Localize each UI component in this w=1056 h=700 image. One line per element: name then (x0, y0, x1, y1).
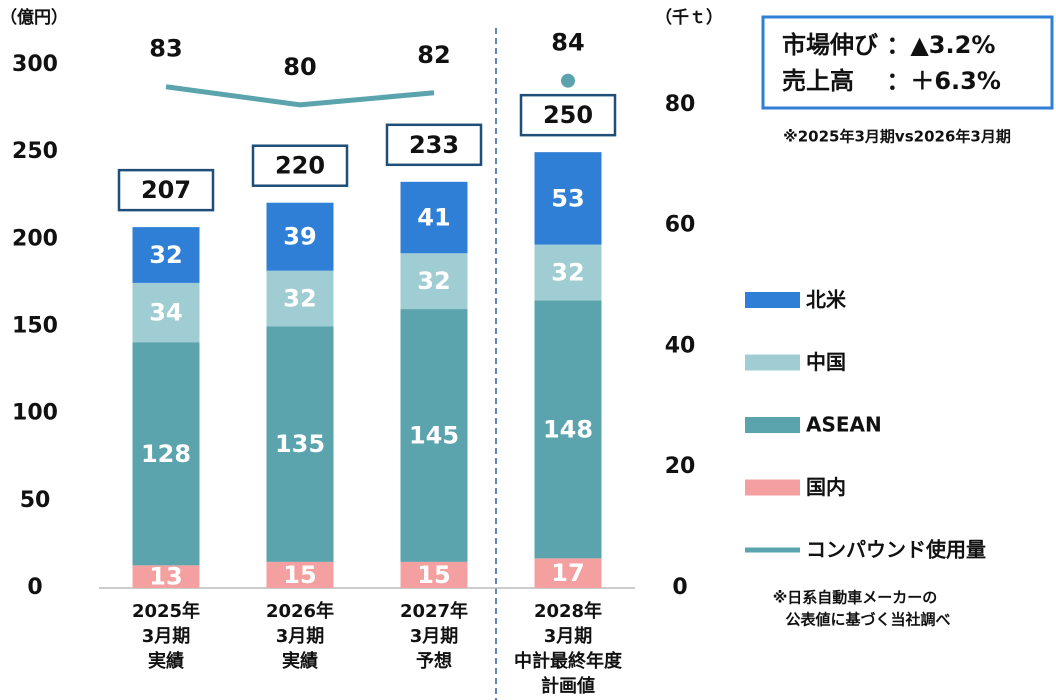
legend-swatch (745, 354, 800, 371)
data-label: 15 (417, 561, 450, 589)
total-box (251, 144, 349, 187)
legend-label: 国内 (806, 475, 846, 499)
x-tick-label: 予想 (416, 650, 452, 672)
x-tick-label: 中計最終年度 (514, 650, 623, 672)
bar-segment (400, 253, 468, 310)
x-tick-label: 3月期 (410, 626, 459, 647)
x-tick-label: 実績 (282, 650, 318, 672)
data-label: 32 (551, 258, 584, 286)
bar-segment (400, 561, 468, 588)
y-tick-label: 0 (27, 575, 42, 600)
data-label: 13 (149, 563, 182, 591)
y-tick-label: 200 (12, 226, 58, 251)
line-point (561, 73, 575, 88)
total-box (519, 93, 617, 137)
total-label: 250 (543, 101, 593, 129)
total-label: 220 (275, 152, 325, 180)
bar-segment (534, 152, 602, 245)
data-label: 39 (283, 223, 316, 251)
bar-segment (534, 558, 602, 588)
bar-segment (132, 282, 200, 343)
total-label: 233 (409, 131, 459, 159)
line-label: 80 (283, 53, 316, 81)
legend-label: 中国 (806, 350, 846, 374)
y-tick-label: 250 (12, 139, 58, 164)
bar-segment (132, 227, 200, 283)
legend-label: コンパウンド使用量 (806, 538, 986, 562)
data-label: 17 (551, 559, 584, 587)
x-tick-label: 実績 (148, 650, 184, 672)
info-line: 市場伸び ：▲3.2% (782, 31, 995, 59)
source-note: 公表値に基づく当社調べ (785, 611, 950, 629)
y2-tick-label: 80 (665, 92, 696, 117)
x-tick-label: 3月期 (142, 626, 191, 647)
source-note: ※日系自動車メーカーの (773, 589, 938, 607)
data-label: 145 (409, 421, 459, 449)
data-label: 32 (283, 285, 316, 313)
legend-swatch (745, 292, 800, 308)
bar-segment (132, 342, 200, 566)
legend-label: ASEAN (806, 413, 882, 437)
bar-segment (266, 326, 334, 562)
y2-tick-label: 60 (665, 213, 696, 238)
y2-tick-label: 40 (665, 333, 696, 358)
line-label: 83 (149, 35, 182, 63)
total-label: 207 (141, 176, 191, 204)
data-label: 41 (417, 204, 450, 232)
data-label: 15 (283, 561, 316, 589)
data-label: 32 (149, 241, 182, 269)
info-note: ※2025年3月期vs2026年3月期 (783, 128, 1011, 146)
line (165, 84, 435, 108)
data-label: 53 (551, 184, 584, 212)
y-unit: （億円） (0, 7, 68, 28)
bar-segment (400, 181, 468, 254)
total-box (385, 123, 483, 167)
x-tick-label: 2025年 (132, 600, 200, 622)
data-label: 148 (543, 415, 593, 443)
info-line: 売上高 ：＋6.3% (782, 67, 1001, 95)
data-label: 128 (141, 440, 191, 468)
bar-segment (266, 202, 334, 271)
bar-segment (534, 300, 602, 559)
bar-segment (400, 309, 468, 562)
y-tick-label: 100 (12, 401, 58, 426)
x-tick-label: 計画値 (541, 675, 595, 697)
y2-tick-label: 0 (672, 575, 687, 600)
x-tick-label: 2027年 (400, 600, 468, 622)
x-tick-label: 3月期 (544, 626, 593, 647)
bar-segment (266, 270, 334, 327)
line-label: 84 (551, 29, 584, 57)
data-label: 135 (275, 430, 325, 458)
x-tick-label: 2028年 (534, 600, 602, 622)
data-label: 32 (417, 267, 450, 295)
y-tick-label: 300 (12, 52, 58, 77)
bar-segment (534, 244, 602, 301)
y-tick-label: 50 (20, 488, 51, 513)
line-label: 82 (417, 41, 450, 69)
x-tick-label: 3月期 (276, 626, 325, 647)
data-label: 34 (149, 299, 182, 327)
legend-label: 北米 (806, 288, 847, 312)
total-box (117, 168, 215, 212)
x-tick-label: 2026年 (266, 600, 334, 622)
y-tick-label: 150 (12, 314, 58, 339)
legend-swatch (745, 479, 800, 496)
legend-swatch (745, 417, 800, 433)
y2-unit: （千ｔ） (655, 7, 723, 28)
bar-segment (266, 561, 334, 588)
bar-segment (132, 565, 200, 588)
y2-tick-label: 20 (665, 454, 696, 479)
info-box (761, 15, 1054, 110)
